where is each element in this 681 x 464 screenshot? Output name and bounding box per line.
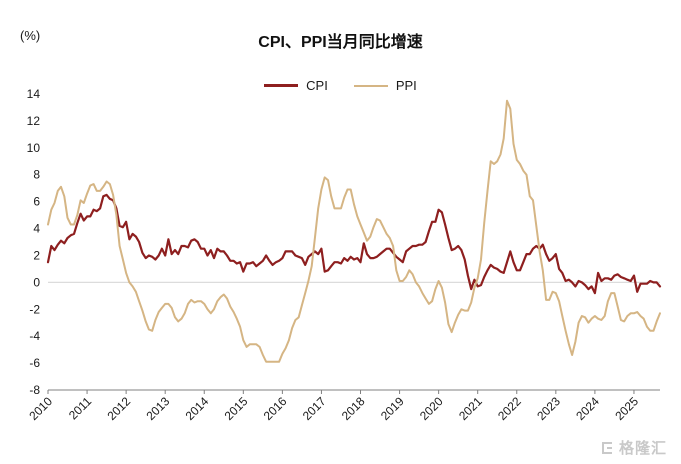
svg-text:2019: 2019 xyxy=(378,394,407,423)
svg-text:2013: 2013 xyxy=(144,394,173,423)
svg-text:4: 4 xyxy=(33,222,40,236)
svg-text:-8: -8 xyxy=(29,383,40,397)
svg-text:-2: -2 xyxy=(29,302,40,316)
ppi-series-line xyxy=(47,99,661,363)
cpi-series-line xyxy=(46,193,662,295)
svg-text:2010: 2010 xyxy=(26,394,55,423)
svg-text:2011: 2011 xyxy=(66,394,94,422)
legend-label-ppi: PPI xyxy=(395,78,417,93)
svg-text:2012: 2012 xyxy=(104,394,133,423)
svg-text:12: 12 xyxy=(27,114,41,128)
cpi-line-swatch xyxy=(264,84,299,87)
svg-text:6: 6 xyxy=(33,195,40,209)
svg-text:2020: 2020 xyxy=(417,394,446,423)
svg-text:2014: 2014 xyxy=(183,394,212,423)
legend-item-cpi: CPI xyxy=(264,78,328,93)
chart-title: CPI、PPI当月同比增速 xyxy=(258,34,423,51)
svg-text:2015: 2015 xyxy=(222,394,251,423)
svg-text:2024: 2024 xyxy=(573,394,602,423)
svg-text:2017: 2017 xyxy=(300,394,329,423)
svg-text:8: 8 xyxy=(33,168,40,182)
svg-text:2: 2 xyxy=(33,248,40,262)
svg-text:14: 14 xyxy=(27,87,41,101)
svg-text:2025: 2025 xyxy=(612,394,641,423)
legend: CPI PPI xyxy=(0,78,681,93)
svg-text:2016: 2016 xyxy=(261,394,290,423)
ppi-line-swatch xyxy=(353,84,388,87)
svg-text:0: 0 xyxy=(33,275,40,289)
gelonghui-watermark: 格隆汇 xyxy=(599,437,667,458)
svg-text:2021: 2021 xyxy=(456,394,485,423)
svg-text:10: 10 xyxy=(27,141,41,155)
gelonghui-logo-icon xyxy=(601,441,612,454)
watermark-text: 格隆汇 xyxy=(618,440,667,457)
legend-label-cpi: CPI xyxy=(306,78,328,93)
line-chart: 14 12 10 8 6 4 2 0 -2 -4 -6 -8 2010 2011 2012 2013 2014 2… xyxy=(0,84,681,464)
svg-text:2018: 2018 xyxy=(339,394,368,423)
svg-text:2022: 2022 xyxy=(495,394,524,423)
legend-item-ppi: PPI xyxy=(353,78,417,93)
svg-text:-6: -6 xyxy=(29,356,40,370)
svg-text:-4: -4 xyxy=(29,329,40,343)
svg-text:2023: 2023 xyxy=(534,394,563,423)
y-axis-unit-label: (%) xyxy=(20,28,41,43)
